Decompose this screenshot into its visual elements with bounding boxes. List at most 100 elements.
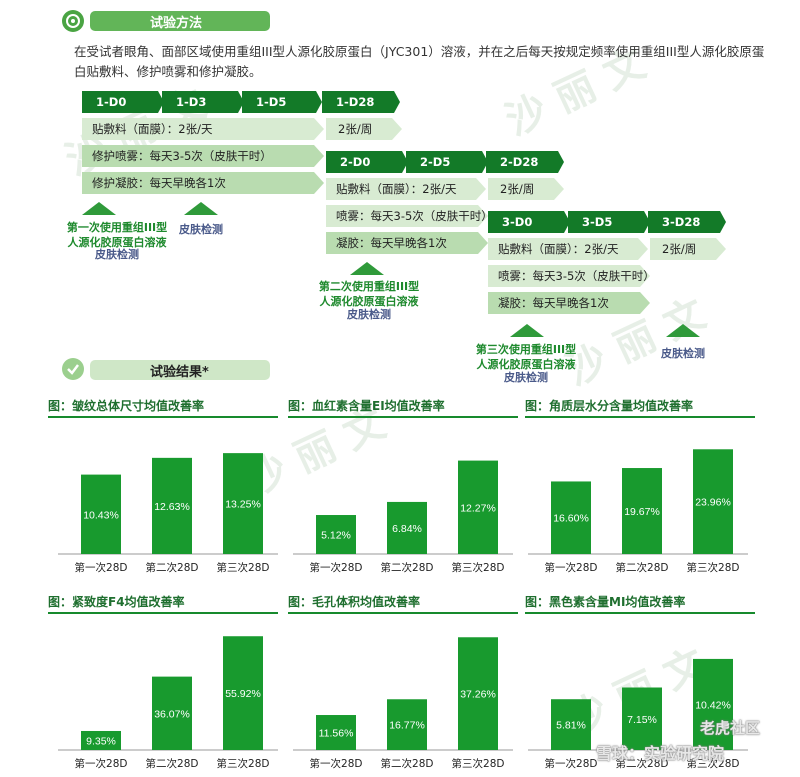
category-label: 第二次28D bbox=[146, 561, 199, 574]
bar-value-label: 36.07% bbox=[154, 708, 190, 720]
chart-title-rule bbox=[525, 612, 755, 614]
category-label: 第二次28D bbox=[381, 561, 434, 574]
bar-value-label: 7.15% bbox=[627, 714, 657, 726]
bar-value-label: 23.96% bbox=[695, 497, 731, 509]
chart-title: 图：黑色素含量MI均值改善率 bbox=[525, 595, 686, 609]
category-label: 第三次28D bbox=[217, 757, 270, 770]
bar-value-label: 16.60% bbox=[553, 513, 589, 525]
stage2-note-second-text: 第二次使用重组III型人源化胶原蛋白溶液 bbox=[318, 280, 420, 308]
category-label: 第二次28D bbox=[381, 757, 434, 770]
category-label: 第三次28D bbox=[452, 561, 505, 574]
bar-value-label: 9.35% bbox=[86, 735, 116, 747]
stage1-day-2: 1-D3 bbox=[162, 91, 244, 113]
stage2-spray: 喷雾：每天3-5次（皮肤干时） bbox=[326, 205, 488, 227]
stage1-note-first-text: 第一次使用重组III型人源化胶原蛋白溶液 bbox=[66, 221, 168, 249]
stage3-dressing-after: 2张/周 bbox=[650, 238, 726, 260]
chart-4: 9.35% 第一次28D 36.07% 第二次28D 55.92% 第三次28D bbox=[58, 636, 278, 770]
bar bbox=[223, 636, 263, 750]
bar-value-label: 16.77% bbox=[389, 720, 425, 732]
bar bbox=[223, 453, 263, 554]
bar bbox=[458, 637, 498, 750]
category-label: 第一次28D bbox=[75, 561, 128, 574]
stage1-marker-2 bbox=[184, 202, 218, 215]
method-intro: 在受试者眼角、面部区域使用重组III型人源化胶原蛋白（JYC301）溶液，并在之… bbox=[74, 42, 774, 82]
stage1-dressing: 贴敷料（面膜）：2张/天 bbox=[82, 118, 324, 140]
category-label: 第一次28D bbox=[310, 757, 363, 770]
category-label: 第一次28D bbox=[545, 757, 598, 770]
stage1-spray: 修护喷雾：每天3-5次（皮肤干时） bbox=[82, 145, 324, 167]
category-label: 第二次28D bbox=[616, 561, 669, 574]
bar bbox=[316, 715, 356, 750]
chart-title: 图：毛孔体积均值改善率 bbox=[288, 595, 421, 609]
category-label: 第三次28D bbox=[687, 561, 740, 574]
chart-title: 图：紧致度F4均值改善率 bbox=[48, 595, 185, 609]
results-heading-text: 试验结果* bbox=[150, 364, 209, 380]
stage3-day-2: 3-D5 bbox=[568, 211, 650, 233]
bar bbox=[81, 474, 121, 554]
stage2-day-1: 2-D0 bbox=[326, 151, 408, 173]
stage1-day-4: 1-D28 bbox=[322, 91, 400, 113]
stage3-dressing: 贴敷料（面膜）：2张/天 bbox=[488, 238, 648, 260]
chart-title: 图：皱纹总体尺寸均值改善率 bbox=[48, 399, 205, 413]
category-label: 第三次28D bbox=[217, 561, 270, 574]
bar bbox=[622, 468, 662, 554]
stage2-gel: 凝胶：每天早晚各1次 bbox=[326, 232, 488, 254]
chart-2: 5.12% 第一次28D 6.84% 第二次28D 12.27% 第三次28D bbox=[293, 460, 513, 574]
chart-title-rule bbox=[288, 612, 518, 614]
method-heading-text: 试验方法 bbox=[150, 15, 203, 31]
bar-value-label: 10.43% bbox=[83, 509, 119, 521]
stage3-marker-2 bbox=[666, 324, 700, 337]
bar bbox=[551, 481, 591, 554]
chart-title-rule bbox=[48, 416, 278, 418]
chart-6: 5.81% 第一次28D 7.15% 第二次28D 10.42% 第三次28D bbox=[528, 658, 748, 770]
stage3-note-third-text: 第三次使用重组III型人源化胶原蛋白溶液 bbox=[475, 343, 577, 371]
chart-1: 10.43% 第一次28D 12.63% 第二次28D 13.25% 第三次28D bbox=[58, 453, 278, 574]
bar bbox=[551, 699, 591, 750]
stage2-day-3: 2-D28 bbox=[486, 151, 564, 173]
bar bbox=[316, 515, 356, 554]
corner-watermark-bottom: 雪球：实验研究院 bbox=[596, 744, 725, 763]
bar-value-label: 37.26% bbox=[460, 689, 496, 701]
stage1-note-first-skin: 皮肤检测 bbox=[95, 248, 139, 261]
bar-value-label: 13.25% bbox=[225, 499, 261, 511]
stage3-day-3: 3-D28 bbox=[648, 211, 726, 233]
bar-value-label: 55.92% bbox=[225, 688, 261, 700]
stage2-day-2: 2-D5 bbox=[406, 151, 488, 173]
stage2-note-second: 第二次使用重组III型人源化胶原蛋白溶液 bbox=[314, 279, 424, 309]
stage1-marker-1 bbox=[82, 202, 116, 215]
chart-title-rule bbox=[288, 416, 518, 418]
bar bbox=[81, 730, 121, 750]
chart-title: 图：角质层水分含量均值改善率 bbox=[525, 399, 694, 413]
bar bbox=[152, 457, 192, 554]
bar-value-label: 5.81% bbox=[556, 720, 586, 732]
chart-3: 16.60% 第一次28D 19.67% 第二次28D 23.96% 第三次28D bbox=[528, 449, 748, 574]
category-label: 第一次28D bbox=[75, 757, 128, 770]
stage3-gel: 凝胶：每天早晚各1次 bbox=[488, 292, 650, 314]
intro-line-2: 白贴敷料、修护喷雾和修护凝胶。 bbox=[74, 64, 262, 79]
bar-value-label: 10.42% bbox=[695, 699, 731, 711]
chart-title-rule bbox=[48, 612, 278, 614]
stage1-dressing-after: 2张/周 bbox=[326, 118, 402, 140]
stage1-note-first: 第一次使用重组III型人源化胶原蛋白溶液 bbox=[62, 220, 172, 250]
bar-value-label: 12.27% bbox=[460, 502, 496, 514]
bar-value-label: 19.67% bbox=[624, 506, 660, 518]
stage1-day-1: 1-D0 bbox=[82, 91, 164, 113]
bar bbox=[387, 699, 427, 750]
corner-watermark-top: 老虎社区 bbox=[700, 719, 761, 737]
stage1-day-3: 1-D5 bbox=[242, 91, 322, 113]
target-icon bbox=[62, 10, 84, 32]
stage2-marker bbox=[350, 262, 384, 275]
category-label: 第一次28D bbox=[545, 561, 598, 574]
bar-value-label: 11.56% bbox=[319, 728, 354, 740]
bar-value-label: 12.63% bbox=[154, 501, 190, 513]
chart-title: 图：血红素含量EI均值改善率 bbox=[288, 399, 445, 413]
stage3-marker-1 bbox=[510, 324, 544, 337]
bar bbox=[387, 501, 427, 554]
bar bbox=[622, 687, 662, 750]
chart-5: 11.56% 第一次28D 16.77% 第二次28D 37.26% 第三次28D bbox=[293, 637, 513, 770]
bar bbox=[693, 658, 733, 750]
category-label: 第二次28D bbox=[616, 757, 669, 770]
stage3-note-skin: 皮肤检测 bbox=[661, 347, 705, 360]
stage2-dressing-after: 2张/周 bbox=[488, 178, 564, 200]
category-label: 第三次28D bbox=[452, 757, 505, 770]
